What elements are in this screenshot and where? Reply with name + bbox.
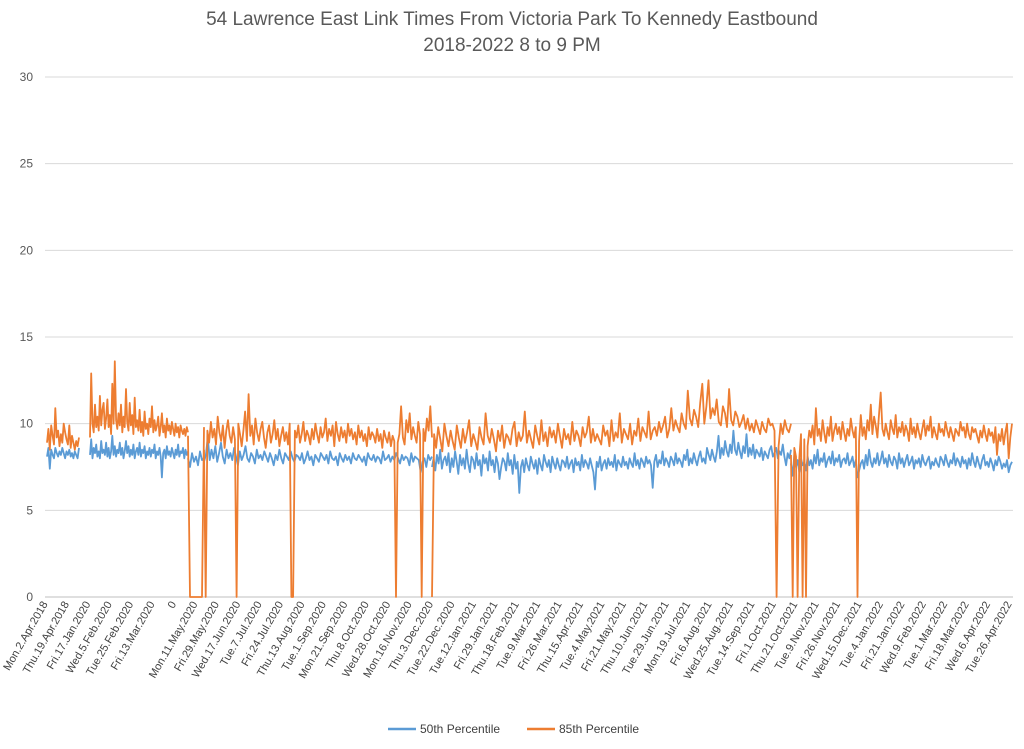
- chart-title-line-1: 54 Lawrence East Link Times From Victori…: [206, 9, 818, 30]
- series-line-50th-segment-5: [790, 448, 1013, 479]
- x-tick-label: 0: [166, 599, 179, 610]
- series-line-85th-segment-2: [187, 427, 205, 598]
- y-axis-ticks: 0 5 10 15 20 25 30: [20, 70, 34, 604]
- chart-title-line-2: 2018-2022 8 to 9 PM: [423, 35, 600, 56]
- series-line-50th-segment-1: [89, 434, 189, 479]
- series-line-85th-segment-4: [431, 379, 792, 598]
- y-tick-label: 10: [20, 417, 34, 431]
- y-tick-label: 30: [20, 70, 34, 84]
- legend-label-85th: 85th Percentile: [559, 722, 639, 736]
- series-line-85th-segment-0: [46, 407, 80, 451]
- gridlines: [45, 76, 1013, 598]
- series-line-85th-segment-1: [89, 360, 189, 439]
- series-line-85th-segment-3: [203, 393, 433, 598]
- legend: 50th Percentile 85th Percentile: [388, 722, 639, 736]
- x-axis-ticks: Mon.2.Apr.2018Thu.19.Apr.2018Fri.17.Jan.…: [1, 599, 1014, 681]
- y-tick-label: 15: [20, 330, 34, 344]
- y-tick-label: 25: [20, 157, 34, 171]
- series-line-50th-segment-2: [187, 450, 205, 468]
- y-tick-label: 0: [26, 590, 33, 604]
- series-line-50th-segment-4: [431, 429, 792, 494]
- y-tick-label: 5: [26, 503, 33, 517]
- legend-label-50th: 50th Percentile: [420, 722, 500, 736]
- y-tick-label: 20: [20, 243, 34, 257]
- series-line-50th-segment-0: [46, 446, 80, 470]
- series-line-85th-segment-5: [790, 391, 1013, 598]
- data-series: [46, 360, 1013, 598]
